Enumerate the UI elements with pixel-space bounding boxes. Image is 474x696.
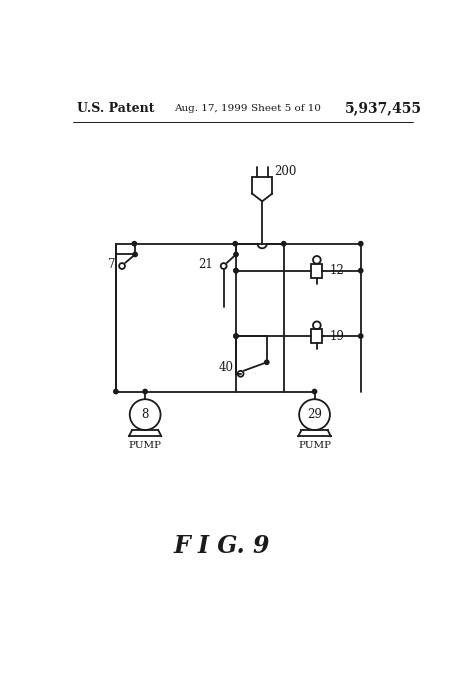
Circle shape bbox=[264, 360, 269, 365]
Circle shape bbox=[133, 253, 137, 257]
Text: F I G. 9: F I G. 9 bbox=[174, 534, 270, 557]
Text: 5,937,455: 5,937,455 bbox=[346, 101, 422, 115]
Text: 7: 7 bbox=[108, 258, 115, 271]
Circle shape bbox=[234, 269, 238, 273]
Text: PUMP: PUMP bbox=[298, 441, 331, 450]
Bar bbox=[311, 264, 322, 278]
Text: 12: 12 bbox=[330, 264, 345, 277]
Circle shape bbox=[358, 334, 363, 338]
Circle shape bbox=[143, 389, 147, 394]
Text: Aug. 17, 1999: Aug. 17, 1999 bbox=[174, 104, 248, 113]
Text: 8: 8 bbox=[141, 408, 149, 421]
Circle shape bbox=[234, 334, 238, 338]
Bar bbox=[311, 329, 322, 343]
Circle shape bbox=[312, 389, 317, 394]
Circle shape bbox=[114, 389, 118, 394]
Text: 40: 40 bbox=[219, 361, 234, 374]
Circle shape bbox=[233, 242, 237, 246]
Text: PUMP: PUMP bbox=[128, 441, 162, 450]
Text: 21: 21 bbox=[198, 258, 213, 271]
Circle shape bbox=[358, 269, 363, 273]
Text: Sheet 5 of 10: Sheet 5 of 10 bbox=[251, 104, 321, 113]
Circle shape bbox=[282, 242, 286, 246]
Text: 200: 200 bbox=[274, 165, 297, 177]
Text: 19: 19 bbox=[330, 330, 345, 342]
Text: U.S. Patent: U.S. Patent bbox=[77, 102, 155, 115]
Circle shape bbox=[234, 269, 238, 273]
Circle shape bbox=[234, 334, 238, 338]
Text: 29: 29 bbox=[307, 408, 322, 421]
Circle shape bbox=[132, 242, 137, 246]
Circle shape bbox=[234, 253, 238, 257]
Circle shape bbox=[358, 242, 363, 246]
